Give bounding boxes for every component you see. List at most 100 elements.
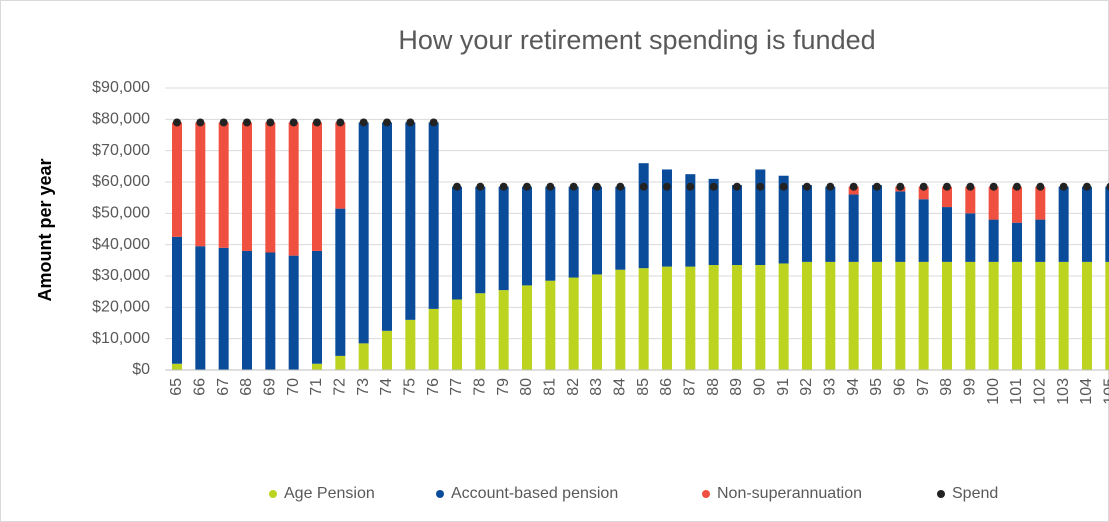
bar-segment [848, 194, 859, 262]
bar-segment [358, 343, 369, 370]
bar-segment [1011, 222, 1022, 262]
x-tick-label: 93 [822, 378, 839, 396]
bar-segment [685, 266, 696, 370]
x-tick-label: 76 [425, 378, 442, 396]
y-tick-label: $10,000 [92, 330, 150, 347]
bar-segment [661, 266, 672, 370]
bar-segment [1058, 186, 1069, 262]
bar-segment [895, 261, 906, 370]
bar-segment [988, 186, 999, 220]
y-axis-title: Amount per year [35, 158, 55, 301]
x-tick-label: 72 [332, 378, 349, 396]
bar-segment [335, 355, 346, 370]
bar-segment [825, 186, 836, 262]
bar-segment [288, 122, 299, 256]
bar-segment [731, 265, 742, 370]
bar-segment [218, 122, 229, 248]
bar-segment [335, 122, 346, 209]
x-tick-label: 89 [728, 378, 745, 396]
x-tick-label: 96 [892, 378, 909, 396]
bar-segment [941, 207, 952, 262]
bar-segment [1035, 261, 1046, 370]
x-tick-label: 80 [518, 378, 535, 396]
spend-dot [779, 182, 788, 191]
bar-segment [918, 261, 929, 370]
bar-segment [731, 185, 742, 266]
bar-segment [521, 186, 532, 286]
legend-label: Account-based pension [451, 485, 618, 502]
spend-dot [569, 182, 578, 191]
bar-segment [521, 285, 532, 370]
x-tick-label: 104 [1078, 378, 1095, 405]
spend-dot [896, 182, 905, 191]
bar-segment [545, 186, 556, 281]
x-tick-label: 83 [588, 378, 605, 396]
spend-dot [1059, 182, 1068, 191]
x-tick-label: 66 [192, 378, 209, 396]
x-tick-label: 91 [775, 378, 792, 396]
y-tick-label: $0 [132, 361, 150, 378]
spend-dot [826, 182, 835, 191]
legend-marker [436, 490, 444, 498]
bar-segment [405, 122, 416, 320]
bar-segment [1011, 261, 1022, 370]
x-tick-label: 85 [635, 378, 652, 396]
spend-dot [289, 118, 298, 127]
bar-segment [288, 255, 299, 370]
x-tick-label: 67 [215, 378, 232, 396]
spend-dot [196, 118, 205, 127]
chart-title: How your retirement spending is funded [398, 25, 875, 55]
spend-dot [802, 182, 811, 191]
bar-segment [615, 186, 626, 270]
bar-segment [965, 213, 976, 262]
bar-segment [1035, 186, 1046, 220]
spend-dot [989, 182, 998, 191]
x-tick-label: 97 [915, 378, 932, 396]
x-tick-label: 103 [1055, 378, 1072, 405]
x-tick-label: 98 [938, 378, 955, 396]
bar-segment [545, 280, 556, 370]
x-tick-label: 86 [658, 378, 675, 396]
bar-segment [848, 261, 859, 370]
spend-dot [1106, 182, 1109, 191]
x-tick-label: 73 [355, 378, 372, 396]
bar-segment [381, 122, 392, 331]
spend-dot [173, 118, 181, 127]
x-tick-label: 71 [308, 378, 325, 396]
legend-marker [937, 490, 945, 498]
spend-dot [872, 182, 881, 191]
spend-dot [616, 182, 625, 191]
spend-dot [639, 182, 648, 191]
bar-segment [218, 247, 229, 370]
bar-segment [195, 122, 206, 247]
x-tick-label: 75 [402, 378, 419, 396]
spend-dot [546, 182, 555, 191]
x-tick-label: 88 [705, 378, 722, 396]
bar-segment [638, 163, 649, 269]
spend-dot [942, 182, 951, 191]
y-tick-label: $80,000 [92, 111, 150, 128]
spend-dot [1082, 182, 1091, 191]
bar-segment [755, 169, 766, 266]
bar-segment [1105, 261, 1109, 370]
bar-segment [918, 199, 929, 262]
bar-segment [311, 363, 322, 370]
x-tick-label: 99 [962, 378, 979, 396]
bar-segment [195, 246, 206, 370]
x-tick-label: 92 [798, 378, 815, 396]
spend-dot [849, 182, 858, 191]
spend-dot [336, 118, 345, 127]
bar-segment [755, 265, 766, 370]
x-tick-label: 87 [682, 378, 699, 396]
bar-segment [965, 261, 976, 370]
x-tick-label: 78 [472, 378, 489, 396]
bar-segment [335, 208, 346, 356]
bar-segment [988, 219, 999, 262]
x-tick-label: 105 [1102, 378, 1109, 405]
bar-segment [451, 299, 462, 370]
x-tick-label: 77 [448, 378, 465, 396]
x-tick-label: 100 [985, 378, 1002, 405]
bar-segment [1081, 186, 1092, 262]
bar-segment [311, 122, 322, 251]
